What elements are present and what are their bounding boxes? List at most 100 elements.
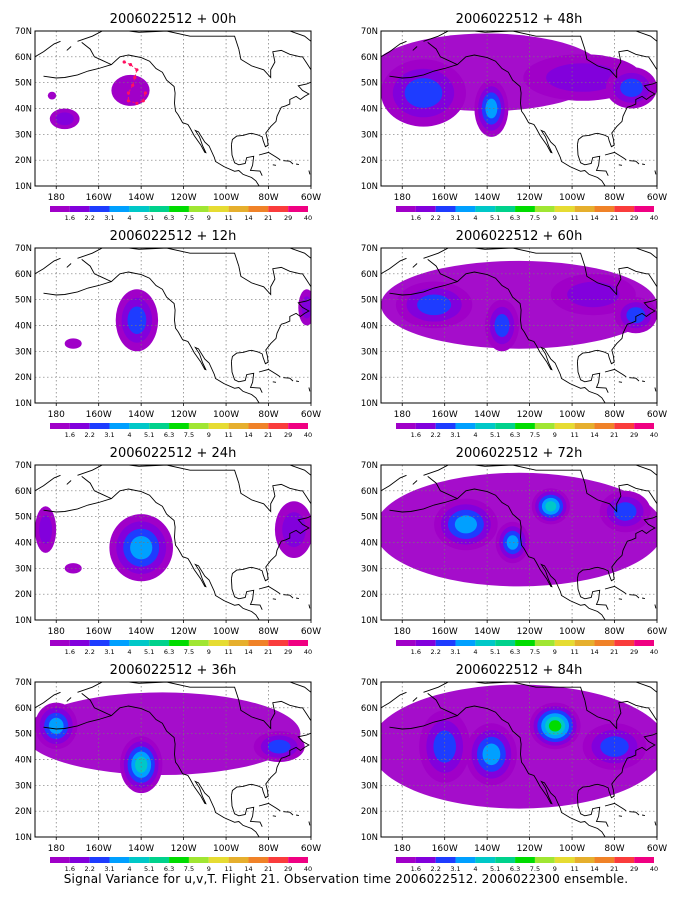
y-tick-label: 40N: [15, 539, 32, 549]
colorbar-swatch: [129, 640, 150, 646]
colorbar-label: 14: [244, 214, 252, 222]
y-tick-label: 60N: [361, 704, 378, 714]
colorbar-label: 9: [207, 214, 211, 222]
x-tick-label: 120W: [517, 627, 543, 637]
colorbar-swatch: [435, 206, 456, 212]
coastline: [381, 248, 657, 403]
colorbar-swatch: [515, 423, 535, 429]
x-tick-label: 100W: [213, 410, 239, 420]
x-tick-label: 60W: [301, 627, 321, 637]
colorbar-swatch: [435, 423, 456, 429]
colorbar-label: 7.5: [184, 431, 194, 439]
colorbar-swatch: [268, 423, 289, 429]
x-tick-label: 140W: [474, 410, 500, 420]
x-tick-label: 60W: [647, 844, 667, 854]
x-tick-label: 180: [394, 627, 411, 637]
y-tick-label: 20N: [361, 807, 378, 817]
colorbar-swatch: [594, 423, 615, 429]
colorbar-label: 11: [224, 431, 232, 439]
x-tick-label: 100W: [213, 627, 239, 637]
y-tick-label: 10N: [361, 833, 378, 843]
colorbar-label: 9: [207, 865, 211, 873]
colorbar-swatch: [50, 206, 70, 212]
y-tick-label: 60N: [15, 704, 32, 714]
y-tick-label: 10N: [361, 399, 378, 409]
colorbar-swatch: [475, 206, 496, 212]
y-tick-label: 20N: [15, 590, 32, 600]
variance-contour: [613, 502, 637, 521]
colorbar-label: 9: [207, 431, 211, 439]
x-tick-label: 60W: [647, 627, 667, 637]
colorbar-label: 40: [650, 214, 658, 222]
colorbar-swatch: [634, 206, 654, 212]
x-tick-label: 100W: [559, 193, 585, 203]
variance-contour: [545, 501, 557, 512]
variance-contour: [506, 535, 519, 550]
colorbar-swatch: [129, 206, 150, 212]
colorbar-swatch: [188, 640, 209, 646]
x-tick-label: 120W: [171, 844, 197, 854]
map-frame: [380, 464, 658, 621]
y-tick-label: 20N: [361, 373, 378, 383]
colorbar-swatch: [89, 640, 110, 646]
colorbar-swatch: [594, 206, 615, 212]
map-grid: [381, 31, 657, 186]
coastline: [381, 31, 657, 186]
colorbar-label: 2.2: [431, 648, 441, 656]
colorbar-swatch: [228, 206, 249, 212]
x-tick-label: 100W: [559, 410, 585, 420]
colorbar-swatch: [594, 640, 615, 646]
colorbar-swatch: [248, 423, 269, 429]
colorbar-swatch: [515, 857, 535, 863]
colorbar-label: 6.3: [510, 431, 520, 439]
variance-field: [381, 472, 657, 587]
variance-contour: [135, 756, 148, 773]
x-tick-label: 180: [394, 193, 411, 203]
x-tick-label: 160W: [432, 627, 458, 637]
y-tick-label: 60N: [361, 487, 378, 497]
colorbar-swatch: [69, 206, 90, 212]
x-tick-label: 120W: [517, 410, 543, 420]
colorbar-swatch: [554, 640, 575, 646]
colorbar-swatch: [248, 206, 269, 212]
y-tick-label: 50N: [361, 730, 378, 740]
colorbar-label: 2.2: [85, 865, 95, 873]
colorbar-swatch: [634, 640, 654, 646]
x-tick-label: 160W: [432, 844, 458, 854]
colorbar-swatch: [495, 423, 516, 429]
colorbar-label: 40: [304, 648, 312, 656]
colorbar-label: 7.5: [184, 214, 194, 222]
y-tick-label: 70N: [15, 244, 32, 254]
colorbar-label: 2.2: [431, 865, 441, 873]
y-tick-label: 30N: [15, 564, 32, 574]
y-tick-label: 50N: [15, 79, 32, 89]
colorbar-swatch: [515, 640, 535, 646]
map-panel: 2006022512 + 24h 10N 20N 30N 40N 50N 60N 70N 180…: [15, 446, 321, 656]
coastline: [35, 465, 311, 620]
y-tick-label: 50N: [361, 296, 378, 306]
map-frame: [380, 30, 658, 187]
y-tick-label: 40N: [361, 322, 378, 332]
colorbar-swatch: [129, 857, 150, 863]
colorbar-swatch: [169, 423, 189, 429]
y-tick-label: 50N: [15, 730, 32, 740]
colorbar-swatch: [109, 206, 130, 212]
colorbar-label: 21: [610, 648, 618, 656]
colorbar-swatch: [594, 857, 615, 863]
colorbar-label: 2.2: [85, 214, 95, 222]
colorbar-label: 11: [570, 648, 578, 656]
colorbar-label: 21: [610, 214, 618, 222]
colorbar-swatch: [455, 857, 476, 863]
colorbar-label: 6.3: [510, 648, 520, 656]
x-tick-label: 140W: [474, 627, 500, 637]
colorbar-swatch: [268, 857, 289, 863]
map-frame: [34, 464, 312, 621]
map-grid: [381, 682, 657, 837]
colorbar-swatch: [415, 857, 436, 863]
variance-contour: [282, 512, 306, 548]
x-tick-label: 160W: [86, 844, 112, 854]
x-tick-label: 80W: [604, 193, 624, 203]
colorbar-swatch: [50, 640, 70, 646]
colorbar-label: 4: [473, 214, 477, 222]
colorbar-swatch: [574, 640, 595, 646]
